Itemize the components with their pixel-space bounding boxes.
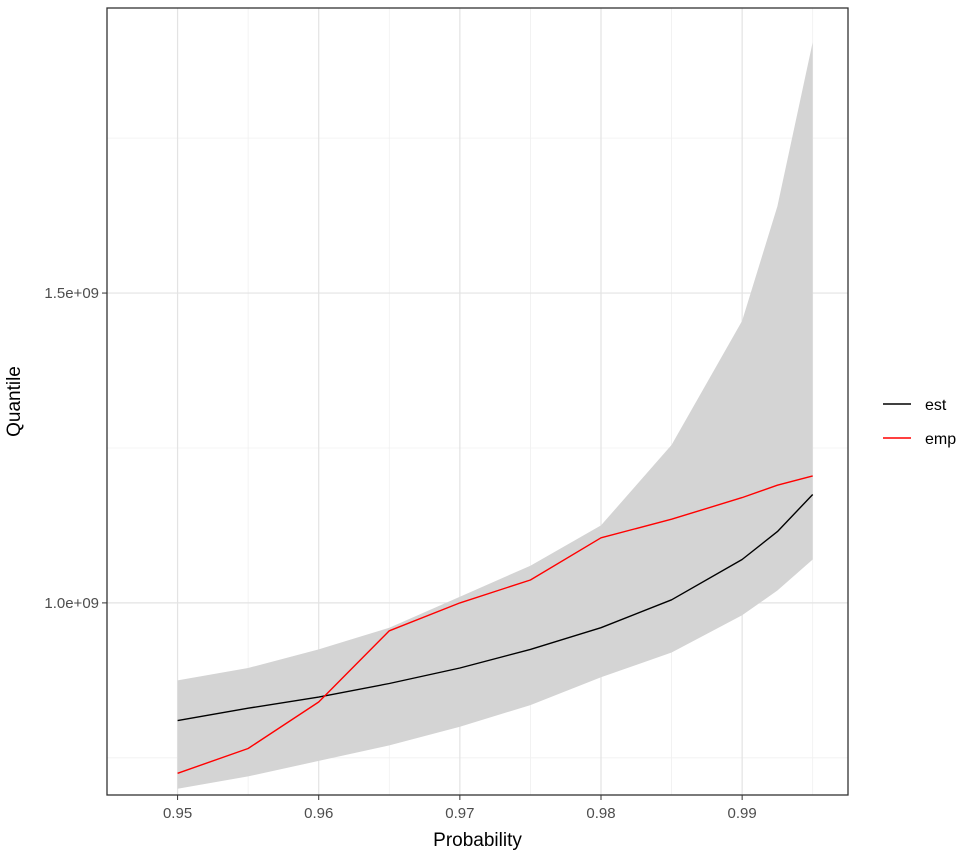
series-line-emp (177, 475, 813, 774)
y-tick-label: 1.0e+09 (44, 595, 99, 612)
x-tick-label: 0.99 (728, 805, 757, 822)
legend-label-est: est (925, 397, 947, 414)
y-axis-title: Quantile (4, 366, 25, 437)
x-tick-label: 0.95 (163, 805, 192, 822)
legend: est emp (883, 397, 956, 448)
legend-label-emp: emp (925, 431, 956, 448)
y-axis-ticks: 1.0e+09 1.5e+09 (44, 285, 107, 612)
y-tick-label: 1.5e+09 (44, 285, 99, 302)
x-tick-label: 0.96 (304, 805, 333, 822)
ribbon-layer (177, 42, 813, 789)
series-layer (177, 475, 814, 774)
panel-border (106, 7, 849, 796)
x-tick-label: 0.97 (445, 805, 474, 822)
confidence-ribbon (177, 42, 813, 789)
series-line-est (177, 494, 814, 722)
x-tick-label: 0.98 (586, 805, 615, 822)
x-axis-title: Probability (433, 830, 522, 851)
x-axis-ticks: 0.95 0.96 0.97 0.98 0.99 (163, 795, 757, 822)
